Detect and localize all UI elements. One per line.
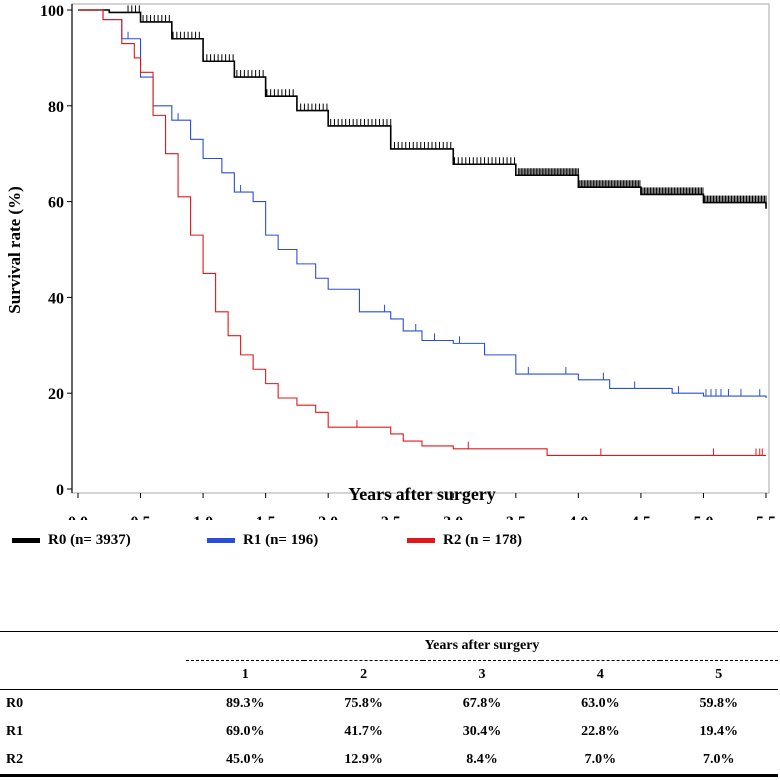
y-tick-label: 40	[48, 290, 64, 307]
y-tick-label: 20	[48, 386, 64, 403]
legend-swatch	[207, 538, 235, 543]
cell: 41.7%	[344, 724, 383, 739]
cell: 75.8%	[344, 696, 383, 711]
y-tick-label: 80	[48, 99, 64, 116]
cell: 19.4%	[699, 724, 739, 739]
x-tick-label: 1.0	[193, 514, 213, 520]
cell: 69.0%	[225, 724, 265, 739]
col-header: 4	[541, 660, 660, 690]
cell: 7.0%	[584, 752, 617, 767]
legend-item-r2: R2 (n = 178)	[407, 532, 522, 549]
table-row: R1 69.0% 41.7% 30.4% 22.8% 19.4%	[0, 718, 778, 746]
y-tick-label: 0	[56, 482, 64, 499]
survival-curve-r1	[78, 9, 767, 398]
col-header: 3	[422, 660, 542, 690]
x-tick-label: 5.5	[756, 514, 776, 520]
x-tick-label: 0.0	[68, 514, 88, 520]
table-row: R2 45.0% 12.9% 8.4% 7.0% 7.0%	[0, 746, 778, 776]
col-header: 1	[186, 660, 305, 690]
row-label: R0	[6, 696, 24, 711]
table-row: R0 89.3% 75.8% 67.8% 63.0% 59.8%	[0, 690, 778, 719]
col-header: 5	[659, 660, 778, 690]
cell: 8.4%	[466, 752, 498, 767]
legend-label: R0 (n= 3937)	[48, 532, 131, 548]
cell: 7.0%	[703, 752, 735, 767]
table-header: Years after surgery	[186, 631, 778, 661]
cell: 67.8%	[462, 696, 502, 711]
y-tick-label: 100	[40, 3, 64, 20]
cell: 63.0%	[581, 696, 620, 711]
row-label: R2	[6, 752, 24, 767]
row-label: R1	[6, 724, 24, 739]
cell: 45.0%	[225, 752, 265, 767]
y-axis-label: Survival rate (%)	[5, 186, 24, 313]
survival-chart: 0.0 0.5 1.0 1.5 2.0 2.5 3.0 3.5 4.0 4.5 5.0 5.5 0 20 4…	[5, 3, 776, 520]
x-tick-label: 2.0	[318, 514, 338, 520]
x-tick-label: 5.0	[693, 514, 713, 520]
y-tick-label: 60	[48, 195, 64, 212]
col-header: 2	[304, 660, 423, 690]
cell: 59.8%	[699, 696, 739, 711]
legend-swatch	[407, 538, 435, 543]
legend: R0 (n= 3937) R1 (n= 196) R2 (n = 178)	[12, 532, 522, 549]
plot-frame	[71, 3, 770, 494]
x-tick-label: 4.0	[568, 514, 588, 520]
cell: 22.8%	[581, 724, 620, 739]
x-tick-label: 0.5	[131, 514, 151, 520]
survival-curve-r0	[78, 9, 767, 209]
x-axis-label: Years after surgery	[348, 484, 496, 504]
x-tick-label: 2.5	[381, 514, 401, 520]
legend-item-r1: R1 (n= 196)	[207, 532, 407, 549]
legend-swatch	[12, 538, 40, 543]
x-tick-label: 4.5	[631, 514, 651, 520]
survival-table: Years after surgery 1 2 3 4 5 R0 89.3% 7…	[0, 631, 778, 777]
cell: 30.4%	[462, 724, 502, 739]
legend-label: R1 (n= 196)	[243, 532, 319, 548]
x-tick-label: 3.5	[506, 514, 526, 520]
x-tick-label: 3.0	[443, 514, 463, 520]
cell: 89.3%	[225, 696, 265, 711]
x-tick-label: 1.5	[256, 514, 276, 520]
legend-item-r0: R0 (n= 3937)	[12, 532, 207, 549]
survival-curve-r2	[78, 9, 766, 457]
legend-label: R2 (n = 178)	[443, 532, 522, 548]
cell: 12.9%	[344, 752, 383, 767]
